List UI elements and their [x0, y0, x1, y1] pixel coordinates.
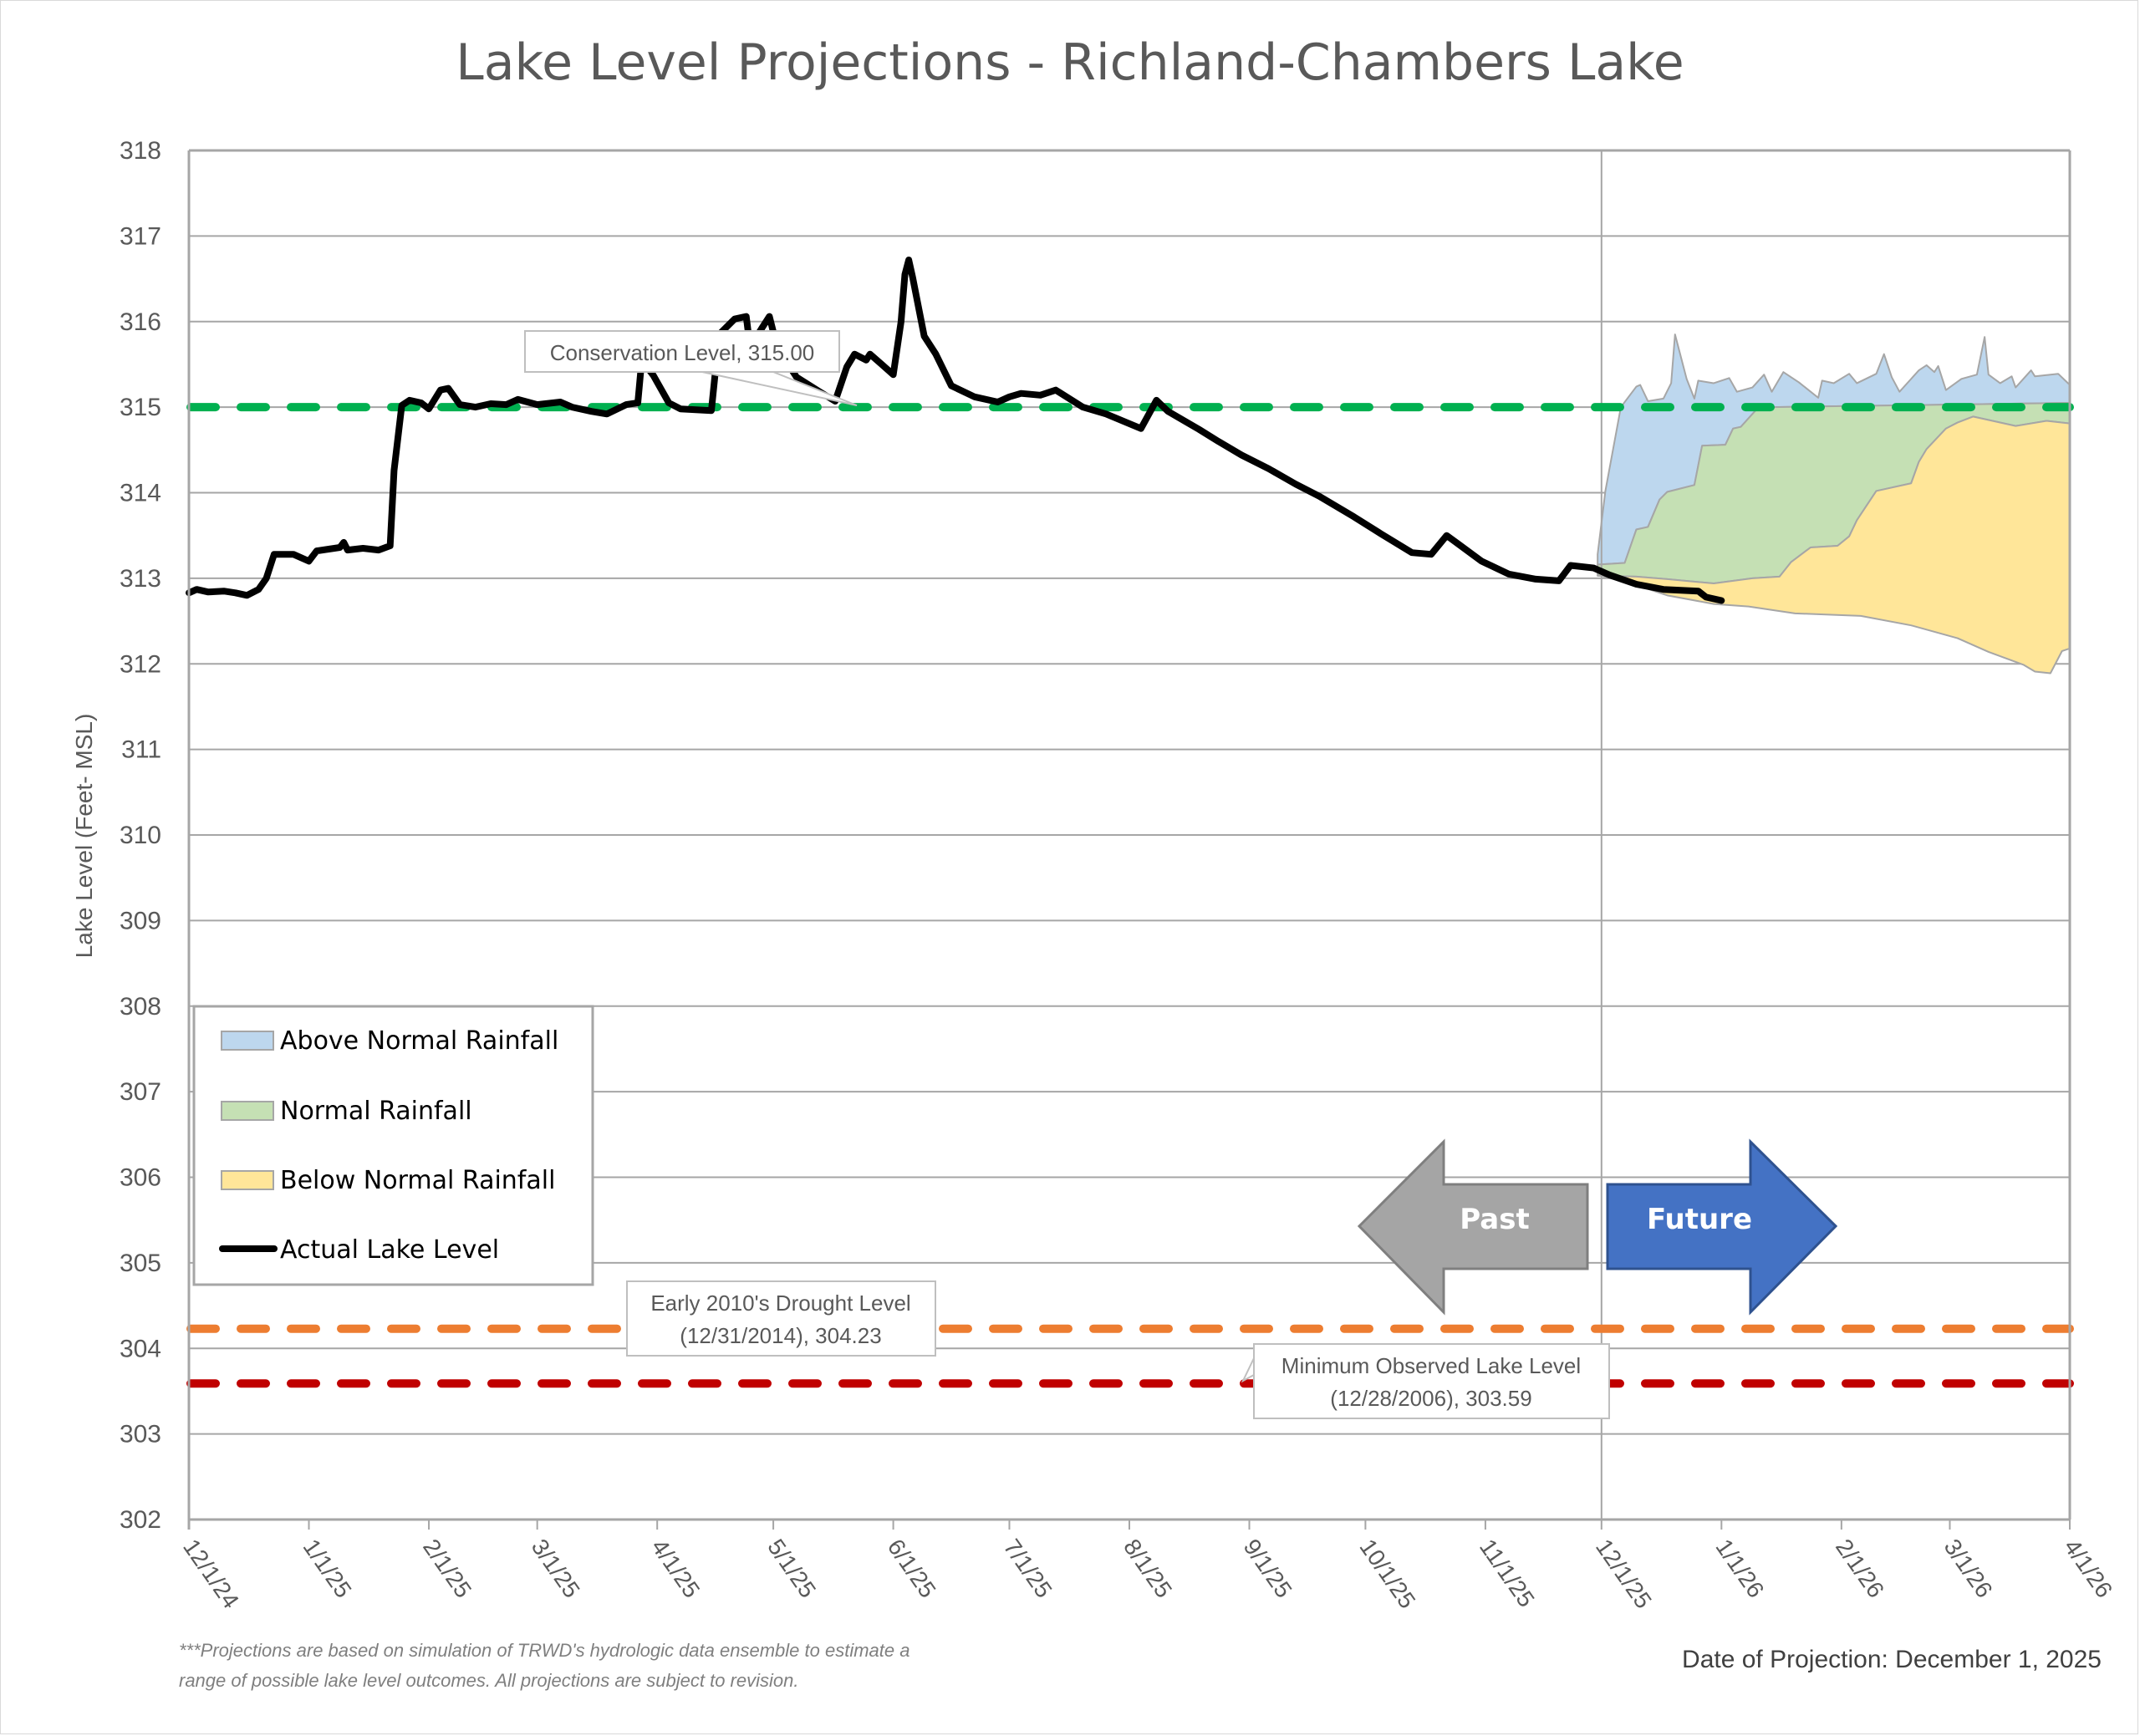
y-tick-label: 306	[120, 1164, 161, 1192]
x-tick-label: 12/1/25	[1591, 1535, 1657, 1613]
minimum-level-callout: Minimum Observed Lake Level (12/28/2006)…	[1241, 1343, 1610, 1419]
x-tick-label: 10/1/25	[1354, 1535, 1420, 1613]
future-arrow: Future	[1606, 1138, 1838, 1316]
past-arrow: Past	[1357, 1138, 1589, 1316]
x-tick-label: 1/1/26	[1710, 1535, 1769, 1603]
x-tick-label: 9/1/25	[1239, 1535, 1297, 1603]
x-tick-label: 4/1/26	[2059, 1535, 2117, 1603]
callout-box	[626, 1280, 936, 1357]
y-tick-label: 315	[120, 394, 161, 421]
callout-pointer	[701, 371, 858, 406]
legend-swatch-below-normal	[221, 1170, 274, 1190]
y-tick-label: 307	[120, 1078, 161, 1106]
y-tick-label: 308	[120, 993, 161, 1021]
conservation-level-label: Conservation Level, 315.00	[550, 340, 815, 365]
y-tick-label: 314	[120, 480, 161, 507]
callout-box	[524, 330, 840, 373]
plot-area-border	[187, 149, 2071, 1530]
x-tick-label: 5/1/25	[762, 1535, 821, 1603]
legend-swatch-above-normal	[221, 1031, 274, 1051]
x-tick-label: 11/1/25	[1475, 1535, 1540, 1612]
actual-lake-level-series	[186, 257, 1725, 604]
right-arrow-icon	[1606, 1138, 1838, 1316]
x-tick-label: 7/1/25	[999, 1535, 1057, 1603]
y-tick-label: 309	[120, 907, 161, 934]
y-tick-label: 303	[120, 1421, 161, 1448]
y-tick-label: 311	[121, 736, 161, 764]
drought-level-label-line1: Early 2010's Drought Level	[650, 1291, 910, 1316]
legend-box	[192, 1005, 594, 1286]
x-tick-label: 12/1/24	[178, 1535, 244, 1613]
legend: Above Normal Rainfall Normal Rainfall Be…	[192, 1005, 594, 1286]
minimum-level-label-line2: (12/28/2006), 303.59	[1330, 1386, 1531, 1411]
y-tick-label: 312	[120, 650, 161, 678]
x-tick-label: 1/1/25	[298, 1535, 357, 1603]
drought-level-label-line2: (12/31/2014), 304.23	[680, 1323, 881, 1348]
y-tick-label: 317	[120, 222, 161, 250]
x-axis-tick-labels: 12/1/24 1/1/25 2/1/25 3/1/25 4/1/25 5/1/25 6/1…	[178, 1520, 2117, 1613]
x-tick-label: 4/1/25	[646, 1535, 705, 1603]
y-axis-label: Lake Level (Feet- MSL)	[71, 714, 97, 959]
x-tick-label: 8/1/25	[1118, 1535, 1177, 1603]
y-tick-label: 316	[120, 308, 161, 336]
callout-box	[1253, 1343, 1610, 1419]
x-tick-label: 6/1/25	[883, 1535, 941, 1603]
x-tick-label: 2/1/26	[1831, 1535, 1889, 1603]
y-tick-label: 305	[120, 1250, 161, 1277]
past-label: Past	[1460, 1203, 1529, 1236]
left-arrow-icon	[1357, 1138, 1589, 1316]
footnote-line1: ***Projections are based on simulation o…	[179, 1640, 910, 1661]
x-tick-label: 3/1/26	[1939, 1535, 1998, 1603]
y-tick-label: 310	[120, 822, 161, 849]
x-tick-label: 3/1/25	[527, 1535, 585, 1603]
gridlines	[189, 150, 2070, 1520]
y-tick-label: 302	[120, 1506, 161, 1534]
footnote-line2: range of possible lake level outcomes. A…	[179, 1670, 798, 1691]
minimum-level-label-line1: Minimum Observed Lake Level	[1281, 1353, 1581, 1378]
legend-label-above-normal: Above Normal Rainfall	[280, 1026, 558, 1056]
y-tick-label: 304	[120, 1335, 161, 1362]
legend-label-normal: Normal Rainfall	[280, 1097, 472, 1126]
future-label: Future	[1647, 1203, 1752, 1236]
legend-swatch-normal	[221, 1101, 274, 1121]
y-tick-label: 313	[120, 565, 161, 593]
actual-lake-level-line	[186, 257, 1725, 604]
drought-level-callout: Early 2010's Drought Level (12/31/2014),…	[626, 1280, 936, 1357]
y-tick-label: 318	[120, 137, 161, 165]
y-axis-tick-labels: 302 303 304 305 306 307 308 309 310 311 312 313 314 3…	[120, 137, 161, 1534]
conservation-level-callout: Conservation Level, 315.00	[524, 330, 858, 406]
chart-title: Lake Level Projections - Richland-Chambe…	[456, 33, 1684, 92]
x-tick-label: 2/1/25	[418, 1535, 476, 1603]
callout-pointer	[1241, 1357, 1255, 1383]
date-of-projection: Date of Projection: December 1, 2025	[1682, 1646, 2102, 1673]
projection-bands	[1597, 333, 2071, 675]
band-below-normal-rainfall	[1597, 415, 2071, 675]
legend-label-actual: Actual Lake Level	[280, 1235, 499, 1265]
legend-label-below-normal: Below Normal Rainfall	[280, 1166, 555, 1195]
